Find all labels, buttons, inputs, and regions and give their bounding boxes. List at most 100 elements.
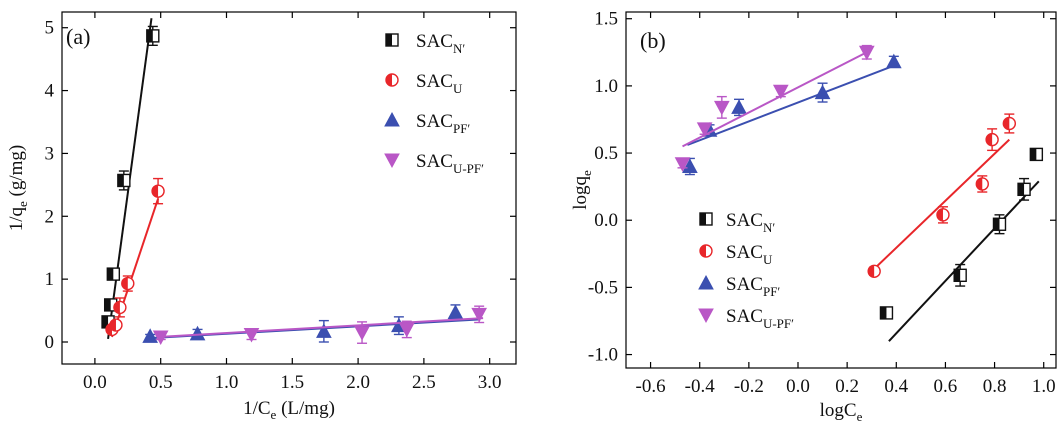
x-tick-label: 3.0 [478, 372, 502, 393]
fit-line [682, 50, 870, 148]
x-tick-label: -0.6 [636, 376, 666, 397]
legend-label: SACN′ [416, 31, 465, 56]
x-tick-label: 1.5 [280, 372, 304, 393]
x-axis-label: 1/Ce (L/mg) [243, 398, 335, 422]
data-point [985, 132, 999, 147]
y-tick-label: 2 [45, 206, 55, 227]
y-axis-label: logqe [570, 170, 594, 210]
data-point [885, 53, 902, 69]
data-point [447, 304, 464, 319]
legend-marker [698, 274, 714, 290]
data-point [731, 99, 747, 114]
y-tick-label: 3 [45, 143, 55, 164]
fit-line [158, 317, 484, 338]
data-point [189, 325, 206, 341]
data-point [106, 267, 121, 281]
x-tick-label: 0.0 [786, 376, 810, 397]
legend-label: SACU-PF′ [726, 306, 794, 331]
legend-marker [385, 73, 399, 87]
x-tick-label: 2.5 [412, 372, 436, 393]
legend-marker [699, 244, 713, 258]
legend-label: SACPF′ [726, 274, 780, 299]
data-point [117, 173, 131, 188]
data-point [146, 29, 160, 43]
series-UPF [674, 44, 875, 172]
data-point [992, 217, 1007, 231]
data-point [713, 100, 730, 116]
data-point [109, 318, 123, 332]
data-point [1029, 147, 1044, 162]
data-point [772, 84, 789, 100]
series-UPF [152, 305, 487, 346]
legend-marker [385, 33, 399, 47]
x-tick-label: 0.2 [835, 376, 859, 397]
series-PF [682, 53, 902, 176]
legend: SACN′ SACU SACPF′ SACU-PF′ [384, 31, 484, 176]
x-tick-label: 0.6 [934, 376, 958, 397]
legend-marker [384, 153, 400, 169]
y-tick-label: -0.5 [588, 277, 618, 298]
legend-marker [699, 212, 713, 226]
legend-label: SACU [726, 242, 773, 267]
series-PF [142, 304, 481, 343]
data-point [814, 84, 831, 100]
x-tick-label: 1.0 [1032, 376, 1056, 397]
data-point [953, 268, 967, 283]
x-tick-label: 0.5 [149, 372, 173, 393]
series-U [105, 177, 165, 338]
x-tick-label: 2.0 [346, 372, 370, 393]
y-tick-label: 0 [45, 332, 55, 353]
fit-line [888, 180, 1040, 342]
fit-line [687, 64, 895, 146]
data-point [398, 322, 415, 338]
panel-label: (a) [66, 24, 90, 49]
legend-label: SACPF′ [416, 111, 470, 136]
data-point [121, 276, 135, 291]
data-point [151, 184, 165, 198]
fit-line [871, 138, 1011, 272]
data-point [316, 323, 332, 338]
plot-frame [625, 11, 1057, 369]
y-tick-label: 5 [45, 18, 55, 39]
data-point [682, 158, 698, 173]
legend: SACN′ SACU SACPF′ SACU-PF′ [698, 210, 794, 331]
data-point [1017, 182, 1031, 197]
legend-label: SACN′ [726, 210, 775, 235]
y-tick-label: 0.5 [594, 143, 618, 164]
data-point [674, 157, 691, 172]
x-tick-label: 0.0 [83, 372, 107, 393]
data-point [471, 307, 487, 323]
series-N [879, 147, 1044, 342]
legend-label: SACU [416, 71, 463, 96]
y-tick-label: 1.5 [594, 9, 618, 30]
data-point [142, 328, 159, 343]
x-tick-label: 0.8 [983, 376, 1007, 397]
x-tick-label: -0.4 [685, 376, 716, 397]
data-point [975, 177, 989, 191]
data-point [152, 330, 169, 346]
y-tick-label: 0.0 [594, 210, 618, 231]
chart-panel-a: 0.0 0.5 1.0 1.5 2.0 2.5 3.0 0 1 2 3 4 5 1/Ce (L/mg) 1/… [6, 11, 517, 422]
y-axis-label: 1/qe (g/mg) [6, 145, 30, 232]
y-tick-label: 1.0 [594, 76, 618, 97]
plot-frame [61, 11, 517, 365]
y-tick-label: 1 [45, 269, 55, 290]
data-point [113, 300, 127, 315]
legend-marker [384, 111, 400, 127]
legend-marker [698, 308, 714, 324]
x-tick-label: 0.4 [884, 376, 908, 397]
y-tick-label: -1.0 [588, 345, 618, 366]
x-axis-label: logCe [820, 400, 863, 424]
y-tick-label: 4 [45, 81, 55, 102]
chart-panel-b: -0.6 -0.4 -0.2 0.0 0.2 0.4 0.6 0.8 1.0 -1.0 -0.5 0.… [570, 9, 1057, 424]
x-tick-label: -0.2 [734, 376, 764, 397]
data-point [696, 122, 713, 137]
data-point [1002, 116, 1017, 131]
series-U [867, 113, 1017, 278]
data-point [354, 326, 370, 341]
data-point [243, 327, 260, 343]
data-point [867, 264, 881, 278]
panel-label: (b) [640, 28, 666, 53]
data-point [879, 306, 894, 320]
